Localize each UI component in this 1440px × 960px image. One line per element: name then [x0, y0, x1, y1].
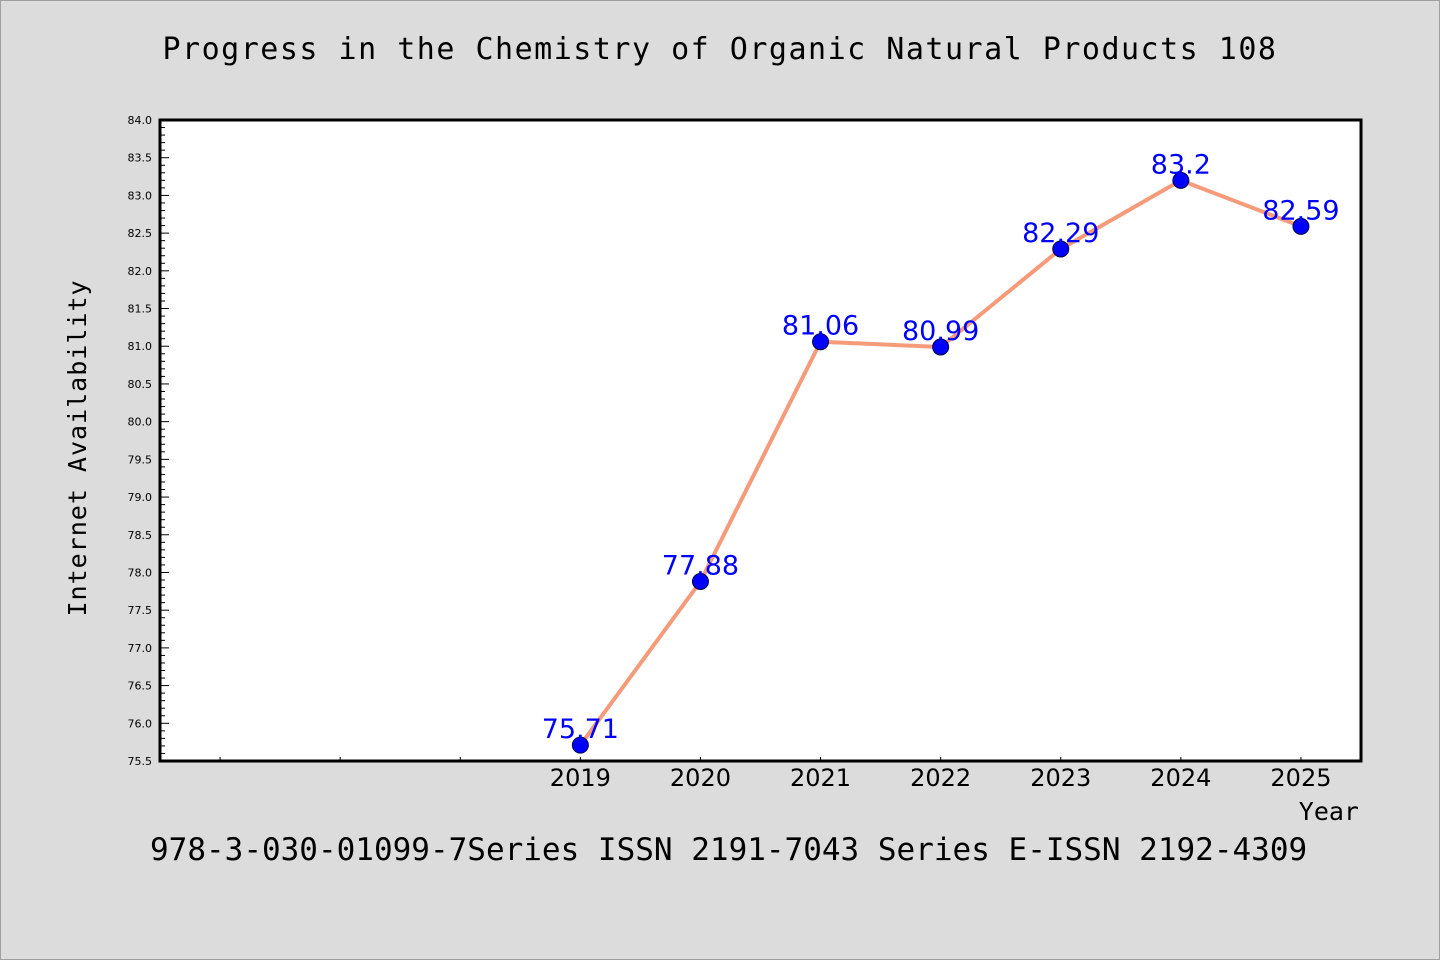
y-tick-label: 79.0 — [128, 491, 153, 504]
data-label: 75.71 — [542, 714, 619, 745]
x-tick-label: 2020 — [670, 764, 731, 792]
y-tick-label: 79.5 — [128, 453, 153, 466]
data-point — [571, 736, 589, 754]
y-tick-label: 76.0 — [128, 717, 153, 730]
x-tick-label: 2019 — [550, 764, 611, 792]
y-tick-label: 83.5 — [128, 152, 153, 165]
y-axis-label: Internet Availability — [63, 279, 92, 616]
y-tick-label: 84.0 — [128, 114, 153, 127]
x-tick-label: 2023 — [1030, 764, 1091, 792]
data-point — [1172, 171, 1190, 189]
data-point — [932, 338, 950, 356]
data-point — [691, 573, 709, 591]
y-tick-label: 81.0 — [128, 340, 153, 353]
y-axis-ticks: 75.5 76.0 76.5 77.0 77.5 78.0 78.5 79.0 79.5 80.0… — [128, 114, 169, 768]
x-tick-label: 2021 — [790, 764, 851, 792]
y-tick-label: 83.0 — [128, 189, 153, 202]
plot-border — [158, 118, 1363, 763]
y-tick-label: 78.0 — [128, 566, 153, 579]
data-label: 77.88 — [662, 551, 739, 582]
y-tick-label: 75.5 — [128, 755, 153, 768]
data-label: 80.99 — [902, 316, 979, 347]
y-tick-label: 82.5 — [128, 227, 153, 240]
data-label: 82.29 — [1022, 218, 1099, 249]
chart-title: Progress in the Chemistry of Organic Nat… — [162, 32, 1278, 67]
y-tick-label: 81.5 — [128, 303, 153, 316]
data-label: 82.59 — [1262, 195, 1339, 226]
x-tick-label: 2024 — [1150, 764, 1211, 792]
x-tick-label: 2022 — [910, 764, 971, 792]
y-tick-label: 78.5 — [128, 529, 153, 542]
y-tick-label: 82.0 — [128, 265, 153, 278]
footer-isbn-text: 978-3-030-01099-7Series ISSN 2191-7043 S… — [150, 832, 1308, 868]
y-tick-label: 80.5 — [128, 378, 153, 391]
data-label: 81.06 — [782, 311, 859, 342]
series-group: 75.71 77.88 81.06 80.99 82.29 83.2 82.59 — [542, 149, 1340, 754]
x-axis-label: Year — [1299, 797, 1359, 826]
y-tick-label: 76.5 — [128, 680, 153, 693]
y-tick-label: 80.0 — [128, 416, 153, 429]
y-tick-label: 77.0 — [128, 642, 153, 655]
data-point — [1292, 217, 1310, 235]
plot-area — [160, 120, 1361, 761]
data-point — [1052, 240, 1070, 258]
x-axis-ticks: 2019 2020 2021 2022 2023 2024 2025 — [219, 757, 1331, 792]
data-label: 83.2 — [1151, 149, 1211, 180]
x-tick-label: 2025 — [1270, 764, 1331, 792]
y-tick-label: 77.5 — [128, 604, 153, 617]
data-point — [812, 333, 830, 351]
